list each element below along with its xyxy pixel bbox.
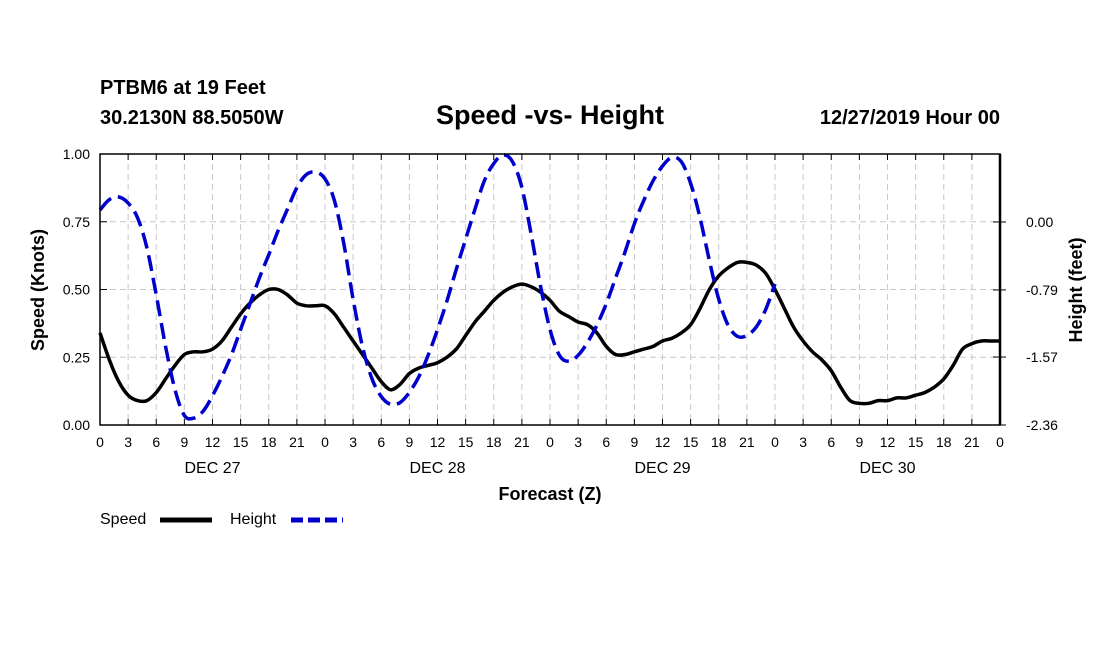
- x-tick-label: 6: [602, 434, 610, 450]
- series-height-line: [98, 153, 777, 421]
- x-tick-label: 15: [458, 434, 474, 450]
- x-tick-label: 9: [405, 434, 413, 450]
- x-tick-label: 15: [683, 434, 699, 450]
- x-tick-label: 21: [964, 434, 980, 450]
- x-tick-label: 18: [936, 434, 952, 450]
- y-left-tick-label: 0.75: [63, 214, 90, 230]
- y-right-tick-label: 0.00: [1026, 214, 1053, 230]
- y-right-tick-label: -2.36: [1026, 417, 1058, 433]
- y-axis-right-label: Height (feet): [1066, 238, 1086, 343]
- x-tick-label: 0: [321, 434, 329, 450]
- x-tick-label: 9: [180, 434, 188, 450]
- x-tick-label: 21: [289, 434, 305, 450]
- x-tick-label: 18: [486, 434, 502, 450]
- x-tick-label: 9: [855, 434, 863, 450]
- x-tick-label: 15: [908, 434, 924, 450]
- x-tick-label: 21: [739, 434, 755, 450]
- x-axis-label: Forecast (Z): [498, 484, 601, 504]
- x-tick-label: 3: [799, 434, 807, 450]
- x-tick-label: 15: [233, 434, 249, 450]
- x-tick-label: 12: [430, 434, 446, 450]
- x-tick-label: 6: [152, 434, 160, 450]
- series-lines: [98, 153, 1000, 421]
- x-tick-label: 6: [377, 434, 385, 450]
- x-tick-label: 3: [349, 434, 357, 450]
- day-label: DEC 28: [409, 460, 465, 477]
- station-title: PTBM6 at 19 Feet: [100, 77, 266, 99]
- x-tick-label: 18: [711, 434, 727, 450]
- gridlines: [100, 154, 1000, 425]
- y-right-tick-label: -0.79: [1026, 282, 1058, 298]
- legend-speed-label: Speed: [100, 511, 146, 528]
- legend-height-label: Height: [230, 511, 277, 528]
- x-tick-label: 12: [880, 434, 896, 450]
- legend: Speed Height: [100, 511, 343, 528]
- x-tick-label: 12: [205, 434, 221, 450]
- day-label: DEC 27: [184, 460, 240, 477]
- x-tick-label: 3: [124, 434, 132, 450]
- x-tick-label: 0: [996, 434, 1004, 450]
- x-tick-label: 18: [261, 434, 277, 450]
- y-left-tick-label: 0.00: [63, 417, 90, 433]
- y-right-tick-label: -1.57: [1026, 349, 1058, 365]
- y-left-tick-label: 0.50: [63, 282, 90, 298]
- x-tick-label: 3: [574, 434, 582, 450]
- x-tick-label: 0: [96, 434, 104, 450]
- x-tick-label: 6: [827, 434, 835, 450]
- axes: 0 3 6 9 12 15 18 21 0 3 6 9 12 15 18 21 0 3 6 9 12 15 18 21 0 3 6 9…: [63, 146, 1058, 477]
- y-left-tick-label: 1.00: [63, 146, 90, 162]
- x-tick-label: 0: [771, 434, 779, 450]
- x-tick-label: 21: [514, 434, 530, 450]
- y-axis-left-label: Speed (Knots): [28, 229, 48, 351]
- x-tick-label: 12: [655, 434, 671, 450]
- station-coords: 30.2130N 88.5050W: [100, 107, 284, 129]
- x-tick-label: 0: [546, 434, 554, 450]
- day-label: DEC 30: [859, 460, 915, 477]
- forecast-datetime: 12/27/2019 Hour 00: [820, 107, 1000, 129]
- day-label: DEC 29: [634, 460, 690, 477]
- x-tick-label: 9: [630, 434, 638, 450]
- y-left-tick-label: 0.25: [63, 349, 90, 365]
- chart-title: Speed -vs- Height: [436, 100, 664, 130]
